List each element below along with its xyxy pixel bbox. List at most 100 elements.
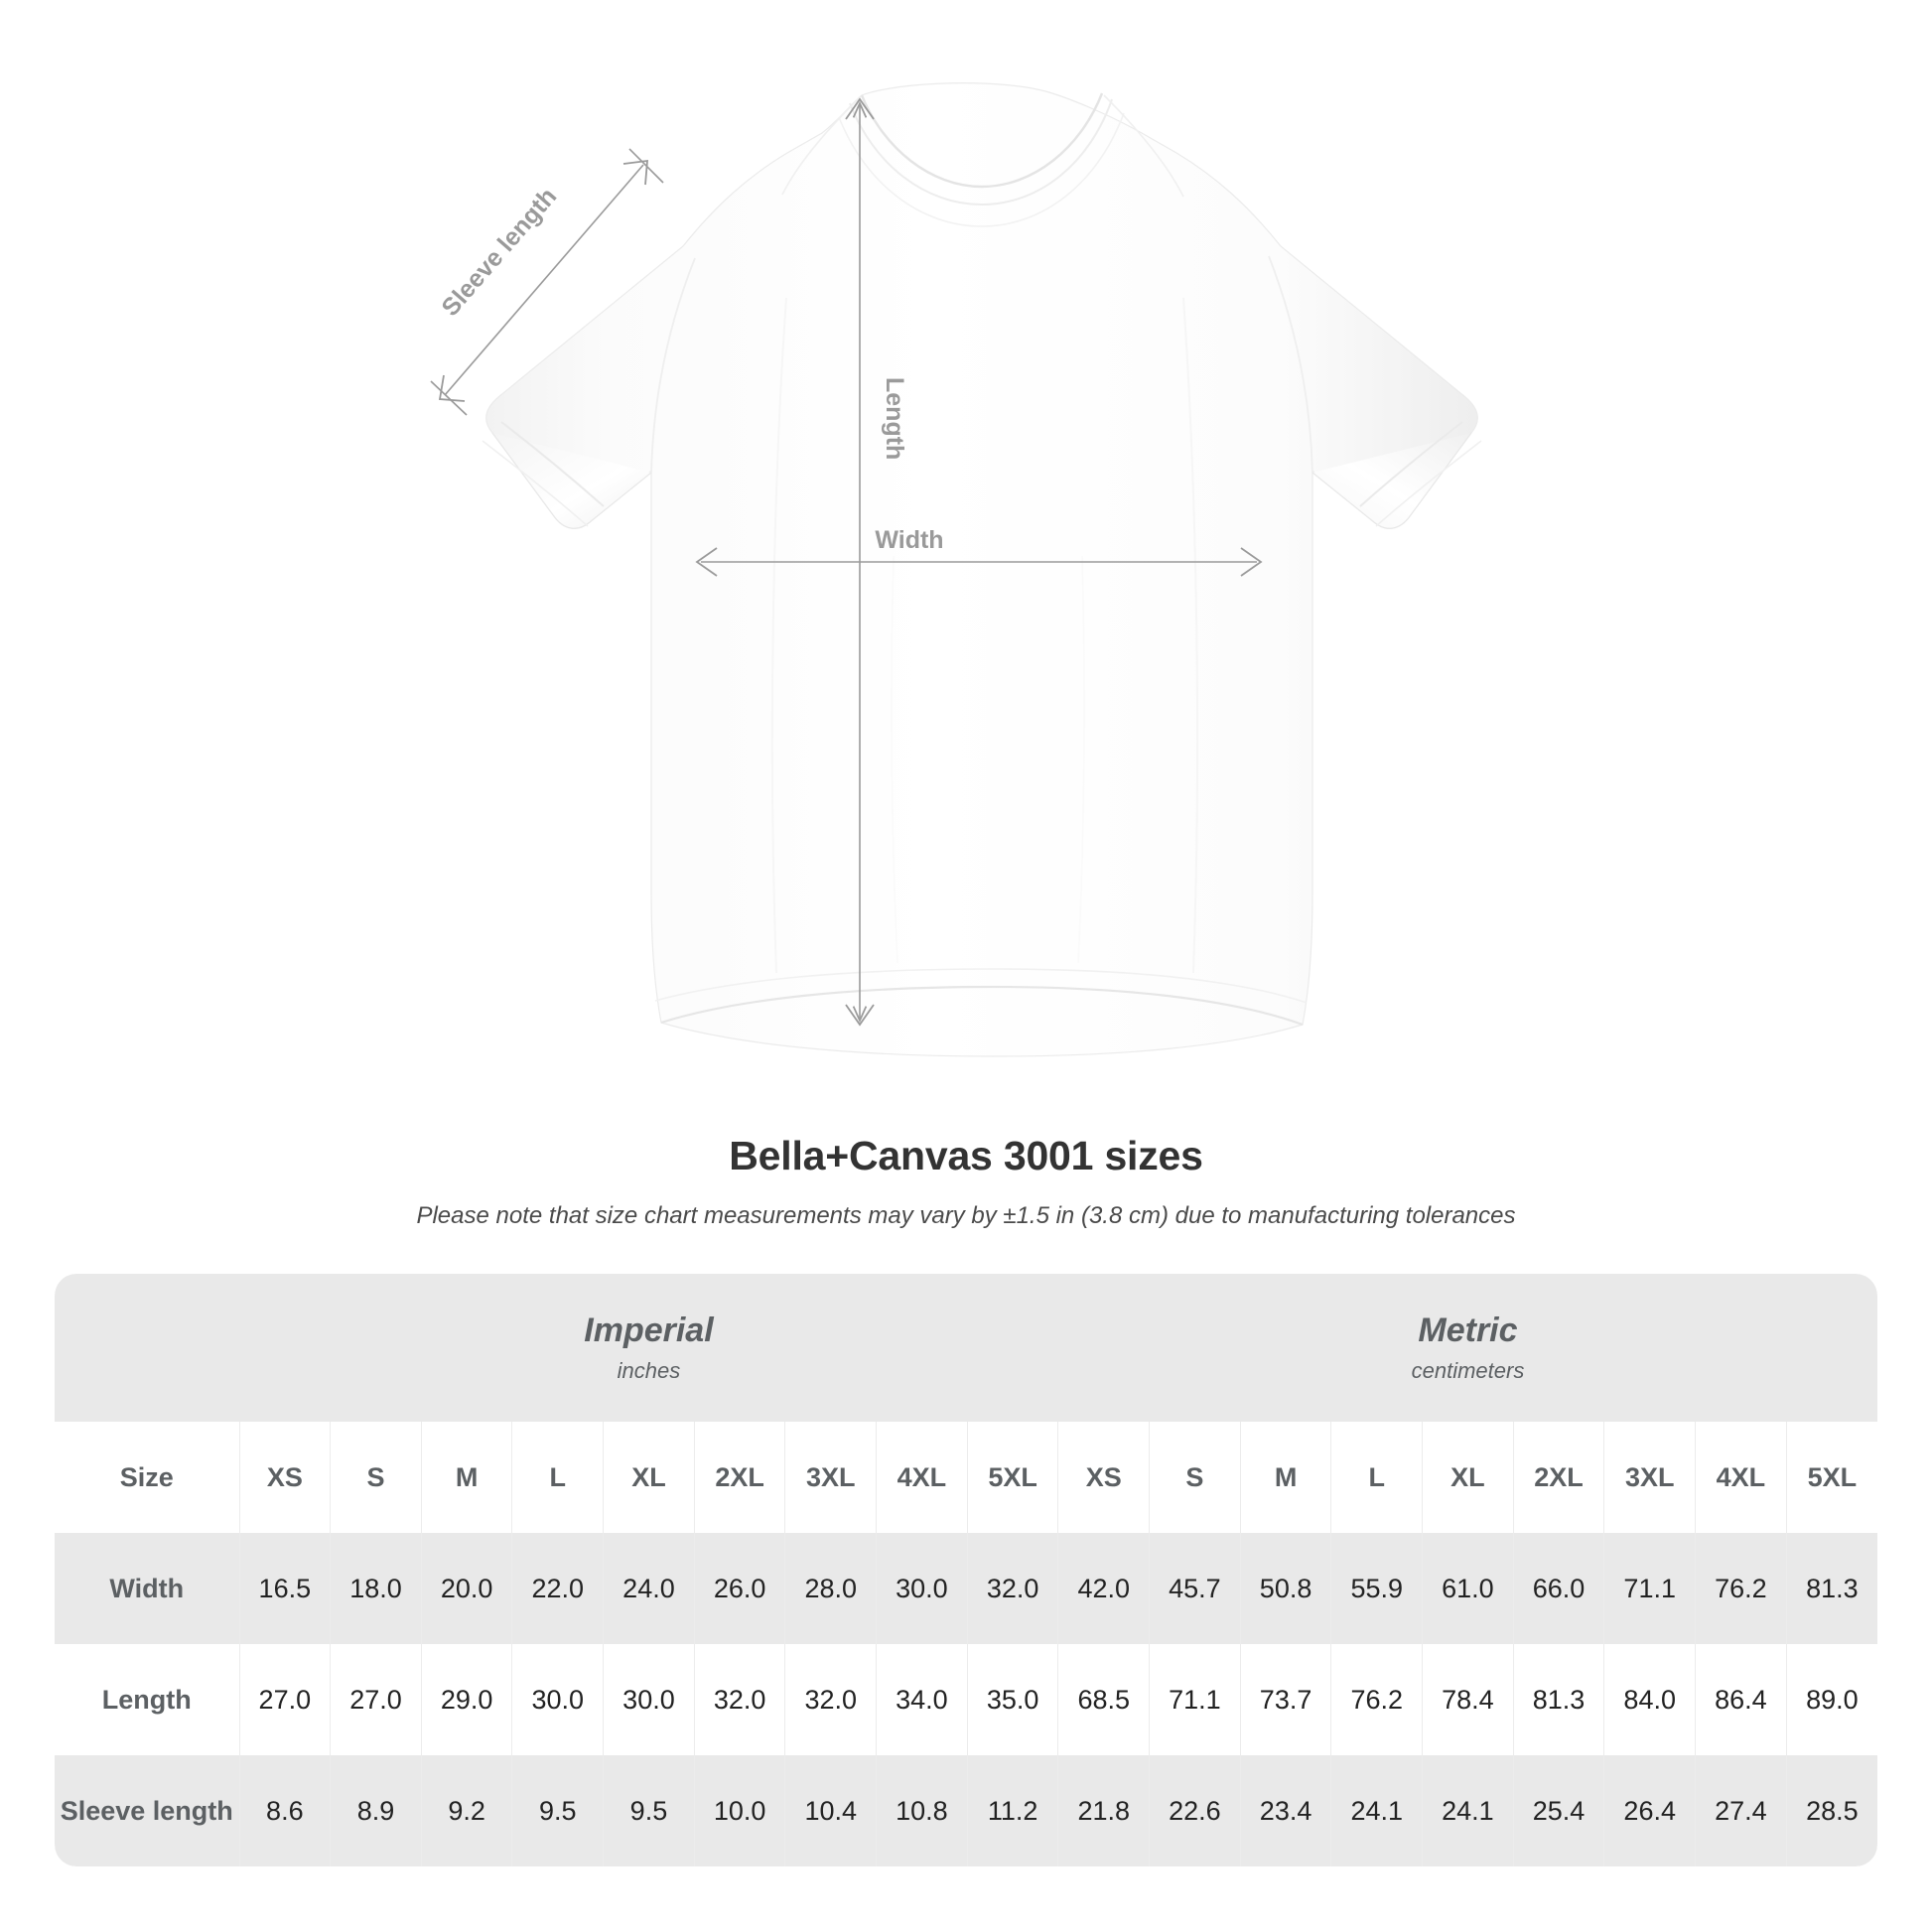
size-column-header: 2XL <box>693 1422 785 1533</box>
sleeve-length-label: Sleeve length <box>436 183 562 322</box>
measurement-cell: 78.4 <box>1422 1644 1514 1755</box>
measurement-cell: 18.0 <box>330 1533 422 1644</box>
size-column-header: XS <box>238 1422 331 1533</box>
measurement-cell: 10.4 <box>784 1755 877 1866</box>
measurement-cell: 32.0 <box>966 1533 1058 1644</box>
unit-group-unit: centimeters <box>1411 1358 1525 1384</box>
size-chart-table: Imperial inches Metric centimeters Size XS S M L… <box>55 1274 1877 1866</box>
size-column-header: 4XL <box>876 1422 968 1533</box>
size-column-header: 4XL <box>1695 1422 1787 1533</box>
measurement-cell: 9.2 <box>420 1755 512 1866</box>
measurement-cell: 71.1 <box>1603 1533 1696 1644</box>
tolerance-note: Please note that size chart measurements… <box>416 1202 1516 1230</box>
measurement-cell: 24.0 <box>603 1533 695 1644</box>
measurement-cell: 45.7 <box>1149 1533 1241 1644</box>
unit-group-name: Metric <box>1418 1311 1518 1350</box>
measurement-cell: 30.0 <box>511 1644 604 1755</box>
size-column-header: 5XL <box>966 1422 1058 1533</box>
measurement-cell: 26.4 <box>1603 1755 1696 1866</box>
unit-group-unit: inches <box>617 1358 681 1384</box>
measurement-cell: 30.0 <box>603 1644 695 1755</box>
measurement-cell: 29.0 <box>420 1644 512 1755</box>
measurement-cell: 32.0 <box>693 1644 785 1755</box>
measurement-cell: 32.0 <box>784 1644 877 1755</box>
measurement-cell: 26.0 <box>693 1533 785 1644</box>
size-column-header: L <box>1330 1422 1423 1533</box>
measurement-cell: 20.0 <box>420 1533 512 1644</box>
width-label: Width <box>875 526 943 554</box>
sleeve-length-dimension-arrow <box>430 148 664 416</box>
measurement-cell: 84.0 <box>1603 1644 1696 1755</box>
measurement-cell: 10.0 <box>693 1755 785 1866</box>
table-row: Width 16.5 18.0 20.0 22.0 24.0 26.0 28.0 30.0 32.… <box>55 1533 1877 1644</box>
page-title: Bella+Canvas 3001 sizes <box>729 1133 1203 1178</box>
measurement-cell: 89.0 <box>1785 1644 1877 1755</box>
unit-group-imperial: Imperial inches <box>239 1274 1058 1422</box>
unit-band-row: Imperial inches Metric centimeters <box>55 1274 1877 1422</box>
size-column-header: XS <box>1057 1422 1150 1533</box>
measurement-cell: 81.3 <box>1512 1644 1604 1755</box>
measurement-cell: 30.0 <box>876 1533 968 1644</box>
measurement-cell: 28.5 <box>1785 1755 1877 1866</box>
table-row: Sleeve length 8.6 8.9 9.2 9.5 9.5 10.0 10.4 10.8… <box>55 1755 1877 1866</box>
measurement-cell: 35.0 <box>966 1644 1058 1755</box>
size-column-header: M <box>1239 1422 1331 1533</box>
size-column-header: L <box>511 1422 604 1533</box>
measurement-cell: 24.1 <box>1330 1755 1423 1866</box>
measurement-cell: 55.9 <box>1330 1533 1423 1644</box>
size-column-header: 3XL <box>1603 1422 1696 1533</box>
measurement-cell: 27.0 <box>330 1644 422 1755</box>
size-column-header: S <box>1149 1422 1241 1533</box>
measurement-cell: 27.0 <box>238 1644 331 1755</box>
measurement-cell: 66.0 <box>1512 1533 1604 1644</box>
measurement-cell: 9.5 <box>511 1755 604 1866</box>
unit-band-spacer <box>55 1274 239 1422</box>
size-column-header: XL <box>603 1422 695 1533</box>
measurement-cell: 27.4 <box>1695 1755 1787 1866</box>
measurement-cell: 76.2 <box>1695 1533 1787 1644</box>
column-header-size: Size <box>55 1422 239 1533</box>
measurement-cell: 76.2 <box>1330 1644 1423 1755</box>
unit-group-metric: Metric centimeters <box>1057 1274 1877 1422</box>
measurement-cell: 21.8 <box>1057 1755 1150 1866</box>
size-column-header: 5XL <box>1785 1422 1877 1533</box>
size-column-header: S <box>330 1422 422 1533</box>
length-label: Length <box>881 377 908 460</box>
measurement-cell: 61.0 <box>1422 1533 1514 1644</box>
measurement-cell: 8.9 <box>330 1755 422 1866</box>
measurement-cell: 28.0 <box>784 1533 877 1644</box>
row-label: Sleeve length <box>55 1755 239 1866</box>
measurement-cell: 50.8 <box>1239 1533 1331 1644</box>
row-label: Length <box>55 1644 239 1755</box>
size-column-header: M <box>420 1422 512 1533</box>
size-header-row: Size XS S M L XL 2XL 3XL 4XL 5XL XS S M L XL 2XL 3XL 4XL 5… <box>55 1422 1877 1533</box>
measurement-cell: 86.4 <box>1695 1644 1787 1755</box>
measurement-cell: 42.0 <box>1057 1533 1150 1644</box>
measurement-cell: 73.7 <box>1239 1644 1331 1755</box>
row-label: Width <box>55 1533 239 1644</box>
measurement-cell: 16.5 <box>238 1533 331 1644</box>
size-chart-table-container: Imperial inches Metric centimeters Size XS S M L… <box>55 1274 1877 1866</box>
size-column-header: 3XL <box>784 1422 877 1533</box>
tshirt-illustration: Length Width Sleeve length <box>430 82 1482 1057</box>
tshirt-garment <box>482 82 1482 1057</box>
measurement-cell: 25.4 <box>1512 1755 1604 1866</box>
size-column-header: XL <box>1422 1422 1514 1533</box>
width-dimension-arrow <box>695 547 1263 577</box>
measurement-cell: 68.5 <box>1057 1644 1150 1755</box>
size-column-header: 2XL <box>1512 1422 1604 1533</box>
measurement-cell: 10.8 <box>876 1755 968 1866</box>
chart-heading: Bella+Canvas 3001 sizes Please note that… <box>0 1132 1932 1231</box>
measurement-cell: 34.0 <box>876 1644 968 1755</box>
table-row: Length 27.0 27.0 29.0 30.0 30.0 32.0 32.0 34.0 35… <box>55 1644 1877 1755</box>
unit-group-name: Imperial <box>584 1311 714 1350</box>
measurement-cell: 22.0 <box>511 1533 604 1644</box>
measurement-cell: 81.3 <box>1785 1533 1877 1644</box>
measurement-cell: 71.1 <box>1149 1644 1241 1755</box>
measurement-cell: 11.2 <box>966 1755 1058 1866</box>
measurement-cell: 22.6 <box>1149 1755 1241 1866</box>
measurement-cell: 9.5 <box>603 1755 695 1866</box>
measurement-cell: 8.6 <box>238 1755 331 1866</box>
measurement-cell: 23.4 <box>1239 1755 1331 1866</box>
measurement-cell: 24.1 <box>1422 1755 1514 1866</box>
